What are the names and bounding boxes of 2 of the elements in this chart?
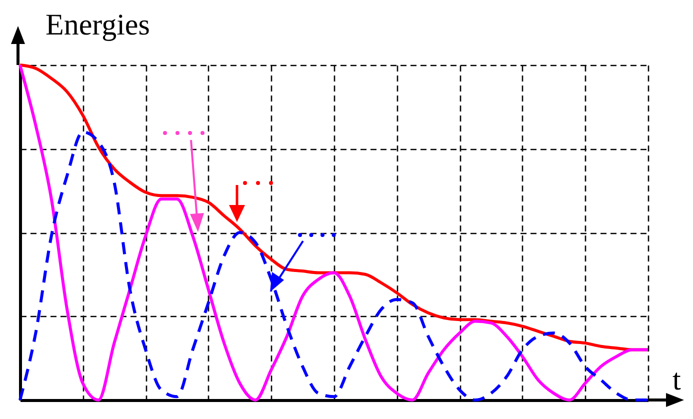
x-axis-title: t: [672, 364, 682, 396]
y-axis-title: Energies: [46, 8, 150, 42]
